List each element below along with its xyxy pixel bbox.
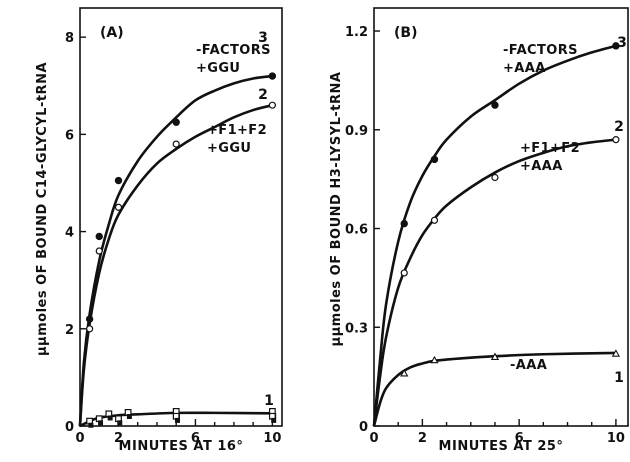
data-point-open-triangle [490, 352, 500, 360]
y-tick-label: 4 [65, 226, 74, 241]
plot-frame [373, 7, 629, 427]
series-curve-3 [78, 74, 273, 427]
data-point-filled [612, 42, 620, 50]
data-point-open-triangle [400, 369, 409, 377]
data-point-filled [95, 232, 103, 241]
x-axis-label: MINUTES AT 16° [119, 439, 244, 454]
series-annotation: -AAA [510, 358, 547, 373]
curve-number-label: 3 [617, 35, 627, 51]
data-point-open [95, 247, 103, 255]
x-tick-label: 0 [75, 431, 84, 446]
x-tick-label: 0 [369, 431, 378, 446]
y-tick-label: 0.6 [345, 223, 368, 238]
panel-a-chart: 0 2 4 6 8 0 2 6 10 MINUTES AT 16° μμmoles OF BOUND… [35, 7, 283, 454]
x-tick-label: 6 [515, 431, 524, 446]
series-annotation: +F1+F2 [207, 123, 267, 138]
data-point-open [491, 173, 499, 182]
data-point-filled-square [117, 420, 123, 426]
data-point-filled-square [98, 420, 104, 426]
data-point-open [400, 269, 408, 277]
panel-b-chart: 0 0.3 0.6 0.9 1.2 0 2 6 10 MINUTES AT 25° μμmoles … [329, 7, 629, 454]
x-tick-label: 2 [418, 431, 427, 446]
data-point-filled-square [271, 417, 277, 423]
data-point-filled [491, 101, 499, 109]
data-point-filled-square [88, 422, 94, 428]
curve-number-label: 3 [258, 30, 268, 46]
data-point-open [430, 216, 439, 224]
y-tick-label: 6 [65, 128, 74, 143]
data-point-open-triangle [611, 349, 621, 357]
plot-frame [79, 7, 283, 427]
x-tick-label: 2 [114, 431, 123, 446]
panel-label: (B) [394, 25, 417, 41]
data-point-filled [268, 72, 277, 80]
series-curve-3 [372, 44, 617, 427]
data-point-filled [172, 118, 180, 126]
y-tick-label: 0 [359, 420, 368, 435]
x-tick-label: 6 [191, 431, 200, 446]
data-point-open [114, 203, 123, 211]
y-tick-label: 0 [65, 420, 74, 435]
curve-number-label: 2 [614, 119, 624, 135]
data-point-filled [114, 176, 123, 185]
y-axis-label: μμmoles OF BOUND H3-LYSYL-tRNA [329, 72, 344, 347]
data-point-open [86, 325, 94, 333]
y-tick-label: 8 [65, 31, 74, 46]
x-tick-label: 10 [263, 431, 281, 446]
data-point-filled-square [174, 417, 180, 423]
panel-label: (A) [100, 25, 124, 41]
x-tick-label: 10 [607, 431, 625, 446]
data-point-filled-square [126, 413, 132, 419]
data-point-open [172, 140, 180, 148]
y-tick-label: 0.9 [345, 124, 368, 139]
curve-number-label: 1 [614, 370, 624, 386]
series-curve-1 [372, 351, 616, 427]
data-point-open [612, 136, 620, 144]
series-annotation: +GGU [207, 141, 251, 156]
series-curve-2 [372, 138, 617, 427]
data-point-open-triangle [430, 355, 439, 364]
series-annotation: +AAA [503, 61, 546, 76]
curve-number-label: 1 [264, 393, 274, 409]
data-point-filled [400, 219, 408, 228]
y-tick-label: 0.3 [345, 321, 368, 336]
y-tick-label: 1.2 [345, 25, 368, 40]
y-tick-label: 2 [65, 323, 74, 338]
data-point-filled [430, 155, 439, 164]
data-point-open [268, 101, 276, 109]
data-point-filled-square [107, 415, 113, 421]
y-axis-label: μμmoles OF BOUND C14-GLYCYL-tRNA [35, 62, 50, 356]
curve-number-label: 2 [258, 87, 268, 103]
series-annotation: -FACTORS [503, 43, 578, 58]
x-axis-label: MINUTES AT 25° [439, 439, 564, 454]
series-annotation: +AAA [520, 159, 563, 174]
series-curve-2 [78, 103, 273, 427]
series-annotation: +GGU [196, 61, 240, 76]
series-annotation: -FACTORS [196, 43, 271, 58]
series-annotation: +F1+F2 [520, 141, 580, 156]
